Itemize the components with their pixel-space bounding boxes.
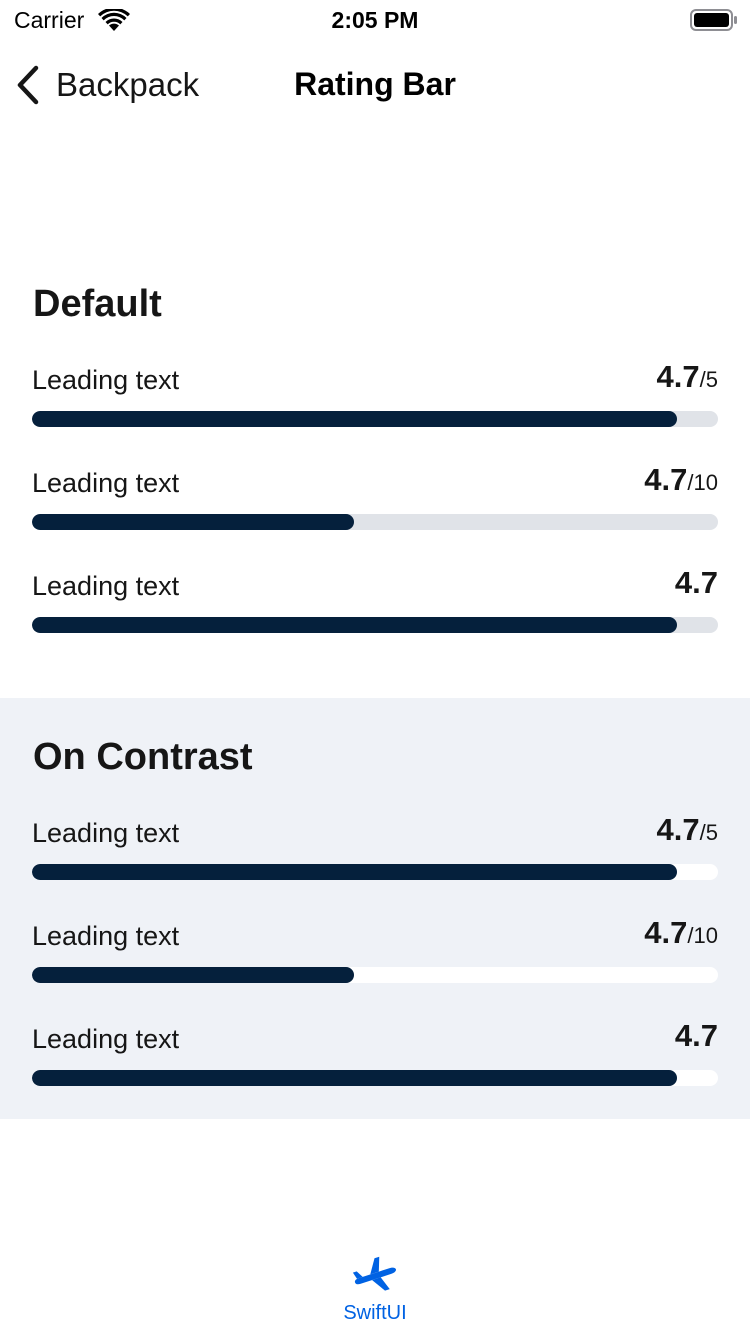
rating-bar-track	[32, 617, 718, 633]
section-on-contrast: On Contrast Leading text 4.7/5 Leading t…	[0, 698, 750, 1119]
battery-icon	[690, 9, 737, 31]
carrier-label: Carrier	[14, 7, 85, 33]
rating-bar-track	[32, 864, 718, 880]
rating-bar-fill	[32, 411, 677, 427]
rating-value: 4.7/10	[644, 462, 718, 498]
tab-bar: SwiftUI	[0, 1250, 750, 1334]
rating-row: Leading text 4.7/5	[32, 812, 718, 898]
rating-value: 4.7	[675, 1018, 718, 1054]
section-title: On Contrast	[33, 736, 253, 778]
rating-label: Leading text	[32, 468, 180, 498]
rating-bar-fill	[32, 967, 355, 983]
tab-label: SwiftUI	[343, 1302, 407, 1324]
rating-label: Leading text	[32, 571, 180, 601]
clock: 2:05 PM	[331, 7, 419, 33]
rating-bar-track	[32, 514, 718, 530]
wifi-icon	[98, 9, 130, 31]
back-button[interactable]: Backpack	[14, 60, 199, 110]
rating-row: Leading text 4.7	[32, 565, 718, 651]
rating-bar-fill	[32, 1070, 677, 1086]
rating-bar-fill	[32, 864, 677, 880]
tab-swiftui[interactable]: SwiftUI	[325, 1250, 425, 1334]
rating-value: 4.7	[675, 565, 718, 601]
rating-value: 4.7/5	[657, 359, 718, 395]
chevron-left-icon	[17, 65, 39, 105]
rating-value: 4.7/10	[644, 915, 718, 951]
rating-bar-track	[32, 967, 718, 983]
plane-icon	[352, 1256, 397, 1291]
rating-value-main: 4.7	[644, 915, 688, 950]
rating-label: Leading text	[32, 365, 180, 395]
rating-label: Leading text	[32, 1024, 180, 1054]
rating-row: Leading text 4.7/10	[32, 915, 718, 1001]
rating-value-scale: /10	[687, 470, 718, 495]
back-label: Backpack	[56, 66, 200, 103]
rating-value: 4.7/5	[657, 812, 718, 848]
rating-bar-track	[32, 411, 718, 427]
rating-row: Leading text 4.7/10	[32, 462, 718, 548]
section-title: Default	[33, 283, 162, 325]
rating-row: Leading text 4.7/5	[32, 359, 718, 445]
rating-value-main: 4.7	[656, 359, 700, 394]
rating-value-scale: /5	[699, 367, 718, 392]
section-default: Default Leading text 4.7/5 Leading text …	[0, 245, 750, 685]
rating-bar-fill	[32, 617, 677, 633]
rating-bar-track	[32, 1070, 718, 1086]
rating-value-main: 4.7	[674, 1018, 718, 1053]
nav-bar: Backpack Rating Bar	[0, 50, 750, 120]
rating-value-main: 4.7	[674, 565, 718, 600]
status-bar: Carrier 2:05 PM	[0, 0, 750, 40]
page-title: Rating Bar	[294, 66, 456, 102]
rating-label: Leading text	[32, 818, 180, 848]
rating-value-scale: /10	[687, 923, 718, 948]
rating-bar-fill	[32, 514, 355, 530]
rating-value-scale: /5	[699, 820, 718, 845]
rating-row: Leading text 4.7	[32, 1018, 718, 1104]
rating-value-main: 4.7	[644, 462, 688, 497]
rating-label: Leading text	[32, 921, 180, 951]
rating-value-main: 4.7	[656, 812, 700, 847]
